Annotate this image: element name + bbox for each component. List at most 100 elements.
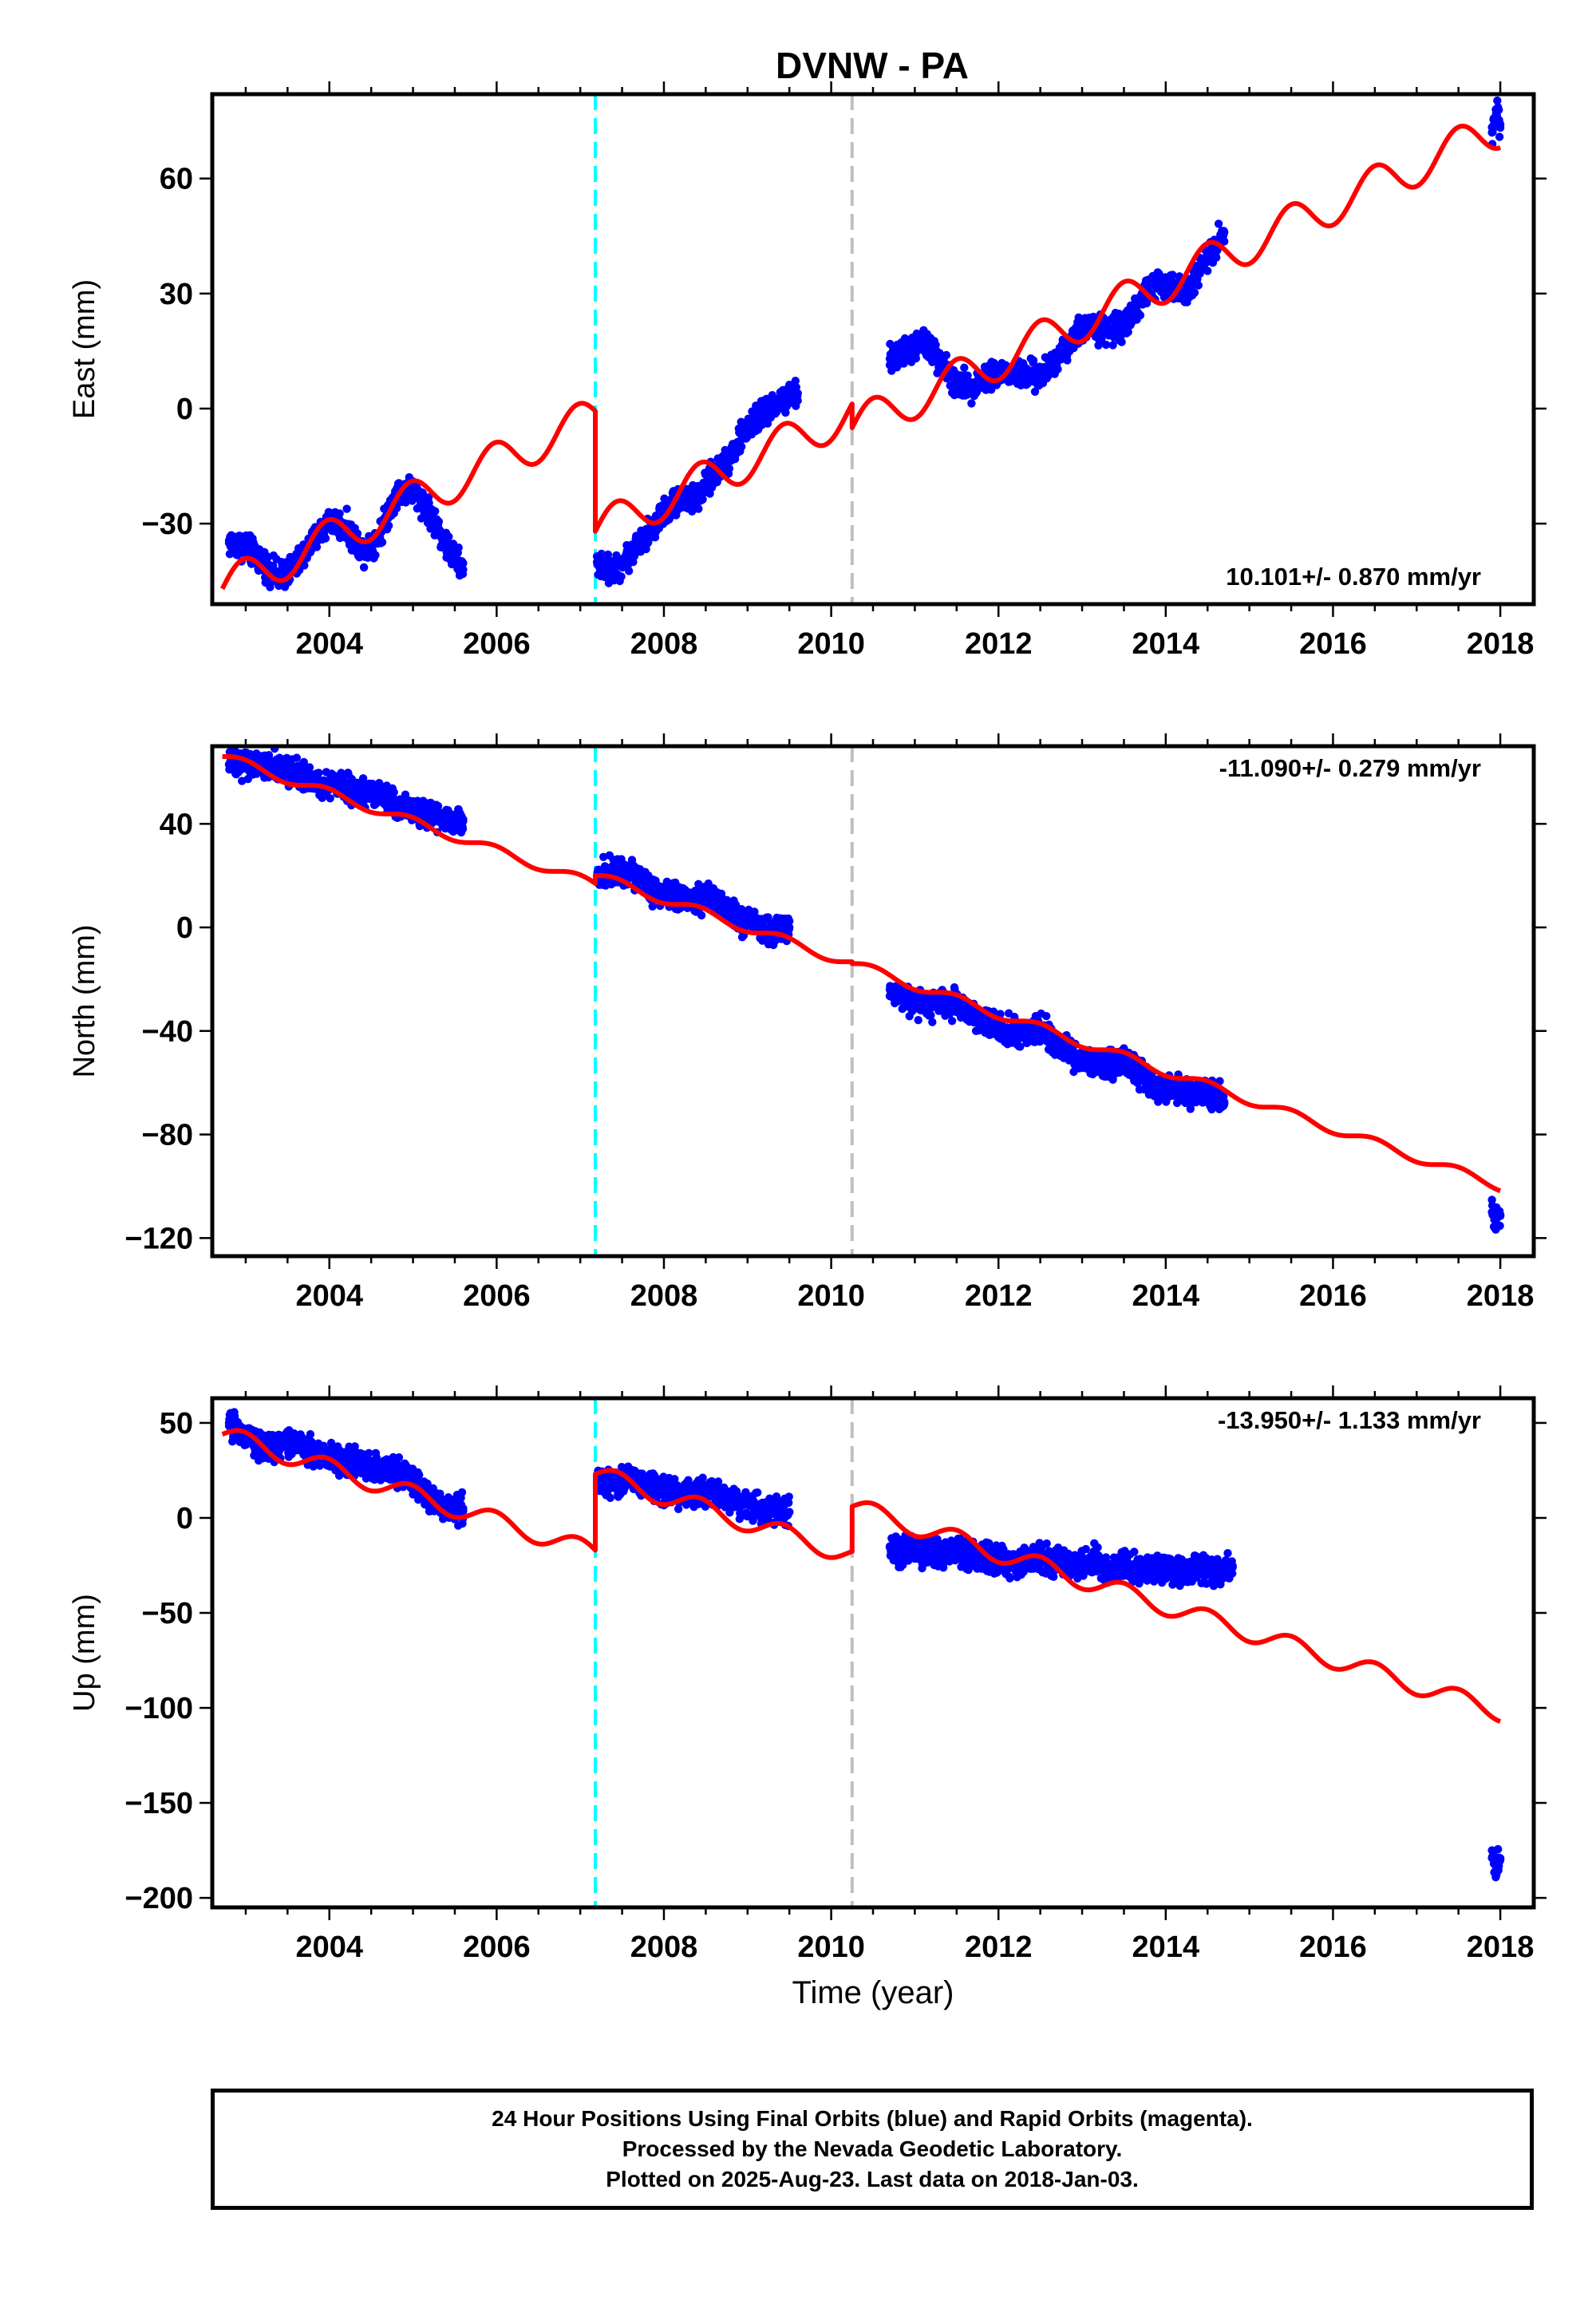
rate-label: -11.090+/- 0.279 mm/yr <box>1219 754 1481 782</box>
data-point <box>224 1418 234 1428</box>
data-point <box>750 907 759 916</box>
data-point <box>1069 1049 1078 1059</box>
y-axis-label: North (mm) <box>68 924 101 1077</box>
data-point <box>928 1018 937 1026</box>
data-point <box>935 1001 945 1010</box>
data-point <box>425 812 434 820</box>
up-panel: 2004 2006 2008 2010 2012 2014 2016 2018−200−150… <box>68 1385 1547 2010</box>
data-point <box>409 484 417 494</box>
data-point <box>1120 1057 1128 1066</box>
data-point <box>1493 96 1502 105</box>
data-point <box>1053 365 1062 373</box>
data-point <box>725 464 734 473</box>
data-point <box>377 538 387 547</box>
data-point <box>305 763 314 772</box>
plot-frame <box>210 92 1536 607</box>
x-tick-label: 2014 <box>1132 1279 1200 1313</box>
data-point <box>952 381 962 390</box>
data-point <box>224 538 234 547</box>
data-point <box>444 532 453 541</box>
data-point <box>969 381 978 390</box>
data-point <box>1120 320 1128 329</box>
data-point <box>1101 340 1111 350</box>
data-point <box>358 546 367 555</box>
data-point <box>459 565 468 574</box>
data-point <box>743 918 752 927</box>
data-point <box>793 396 802 405</box>
data-point <box>737 442 746 451</box>
data-point <box>1214 219 1223 228</box>
data-point <box>986 1022 994 1030</box>
data-point <box>314 769 323 777</box>
data-point <box>676 891 685 901</box>
data-point <box>1495 1210 1505 1219</box>
data-point <box>1108 341 1117 350</box>
data-point <box>1153 278 1162 287</box>
data-point <box>384 521 393 530</box>
x-tick-label: 2014 <box>1132 627 1200 661</box>
data-point <box>394 1453 404 1462</box>
data-point <box>358 1460 367 1469</box>
x-tick-label: 2006 <box>463 627 531 661</box>
data-point <box>1117 338 1126 346</box>
x-tick-label: 2004 <box>295 627 363 661</box>
data-point <box>1220 237 1229 246</box>
data-point <box>626 868 635 878</box>
data-point <box>1487 1207 1496 1217</box>
data-point <box>935 354 945 363</box>
x-tick-label: 2004 <box>295 1279 363 1313</box>
data-point <box>603 550 613 559</box>
data-point <box>626 550 635 559</box>
data-points <box>224 96 1505 591</box>
data-point <box>425 508 434 516</box>
data-point <box>1029 356 1038 365</box>
data-point <box>1220 227 1229 237</box>
x-tick-label: 2016 <box>1299 627 1367 661</box>
x-tick-label: 2018 <box>1467 627 1535 661</box>
data-point <box>434 517 444 526</box>
data-point <box>392 1468 401 1477</box>
data-point <box>1103 1060 1112 1069</box>
y-tick-label: 60 <box>160 163 193 196</box>
data-point <box>963 371 972 380</box>
data-point <box>1136 297 1145 306</box>
data-point <box>321 534 330 543</box>
data-point <box>359 563 369 572</box>
data-point <box>433 801 443 811</box>
data-point <box>648 902 657 911</box>
y-tick-label: 30 <box>160 278 193 311</box>
data-point <box>335 509 344 518</box>
data-point <box>1220 1099 1229 1108</box>
north-panel: 2004 2006 2008 2010 2012 2014 2016 2018−120−80−… <box>68 733 1547 1313</box>
y-tick-label: −120 <box>124 1222 193 1255</box>
data-point <box>392 801 401 810</box>
data-point <box>1187 282 1195 290</box>
data-point <box>275 1441 283 1450</box>
data-point <box>342 504 351 513</box>
x-tick-label: 2012 <box>965 1279 1033 1313</box>
y-tick-label: 40 <box>160 808 193 841</box>
x-tick-label: 2012 <box>965 627 1033 661</box>
y-axis-label: East (mm) <box>68 279 101 419</box>
data-point <box>442 814 451 823</box>
data-point <box>918 339 928 348</box>
data-point <box>291 768 300 777</box>
data-point <box>694 504 703 513</box>
model-fit-line <box>219 124 1503 591</box>
data-point <box>760 408 768 417</box>
data-point <box>1042 1012 1051 1021</box>
data-point <box>885 354 895 363</box>
data-point <box>902 346 911 356</box>
data-point <box>947 1017 957 1026</box>
data-point <box>926 1011 935 1020</box>
data-point <box>342 1456 350 1465</box>
data-point <box>764 913 772 922</box>
data-point <box>1053 354 1061 363</box>
data-point <box>389 788 398 796</box>
data-point <box>1124 327 1132 337</box>
data-point <box>358 788 367 797</box>
data-point <box>609 866 618 875</box>
data-point <box>1170 1086 1179 1095</box>
x-tick-label: 2010 <box>797 627 865 661</box>
data-point <box>1036 373 1045 382</box>
